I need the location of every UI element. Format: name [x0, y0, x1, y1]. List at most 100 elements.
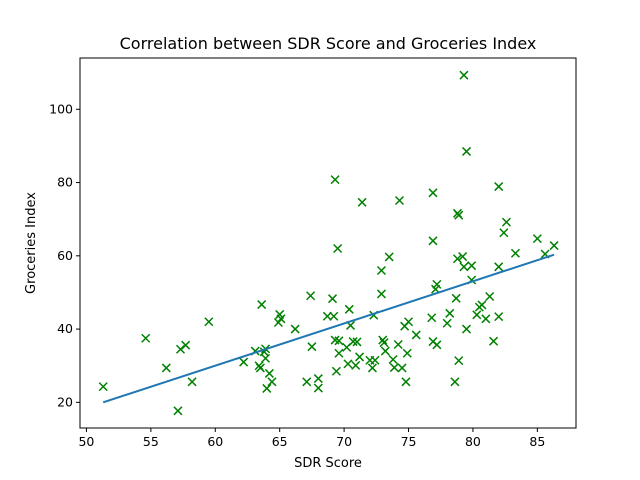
data-point [343, 359, 353, 369]
axis-ticks: 50 55 60 65 70 75 80 85 20 40 60 80 100 [49, 101, 545, 449]
data-point [351, 360, 361, 370]
data-point [175, 344, 186, 354]
data-point [181, 340, 191, 350]
data-point [334, 336, 344, 346]
data-point [432, 279, 442, 289]
data-point [428, 236, 438, 246]
data-point [411, 330, 421, 340]
data-point [393, 339, 403, 350]
data-point [532, 234, 542, 244]
data-point [333, 243, 343, 254]
x-tick-label: 75 [401, 434, 417, 449]
data-point [549, 241, 559, 251]
data-point [239, 357, 249, 367]
x-tick-label: 60 [207, 434, 223, 449]
data-point [173, 406, 183, 416]
data-point [187, 377, 197, 387]
data-point [442, 318, 452, 328]
data-point [384, 252, 394, 262]
data-point [331, 366, 341, 376]
data-point [394, 195, 405, 206]
data-point [388, 354, 398, 365]
data-point [402, 348, 412, 358]
data-point [348, 337, 358, 347]
data-point [454, 356, 464, 366]
data-point [330, 175, 340, 185]
data-point [262, 383, 272, 393]
data-point [489, 336, 499, 346]
data-point [313, 374, 323, 384]
data-point [302, 377, 312, 387]
y-tick-label: 40 [57, 321, 73, 336]
data-point [485, 291, 495, 302]
x-tick-label: 80 [465, 434, 481, 449]
data-point [370, 355, 380, 365]
data-point [378, 335, 388, 345]
data-point [397, 363, 407, 373]
data-point [352, 337, 362, 347]
x-tick-label: 70 [336, 434, 352, 449]
data-point [445, 308, 455, 318]
data-point [322, 311, 332, 321]
data-point [481, 314, 491, 324]
data-point [344, 304, 354, 314]
x-tick-label: 55 [143, 434, 159, 449]
x-axis-label: SDR Score [294, 456, 362, 471]
data-point [510, 248, 520, 258]
data-point [389, 363, 399, 373]
data-point [367, 363, 377, 373]
trendline [102, 253, 555, 404]
data-point [461, 146, 472, 156]
y-tick-label: 20 [57, 394, 73, 409]
data-point [313, 383, 323, 393]
data-point [499, 228, 509, 238]
data-point [458, 252, 468, 262]
data-point [204, 317, 214, 327]
data-point [454, 210, 464, 220]
data-point [334, 348, 344, 358]
data-point [467, 261, 477, 271]
data-point [403, 317, 414, 327]
data-point [376, 289, 386, 299]
data-point [290, 324, 300, 334]
data-point [255, 363, 265, 373]
data-point [355, 352, 365, 362]
y-tick-label: 100 [49, 101, 73, 116]
data-point [327, 294, 338, 304]
data-point [376, 265, 386, 276]
data-points [98, 70, 559, 416]
data-point [276, 314, 286, 324]
data-point [161, 363, 171, 373]
y-tick-label: 80 [57, 175, 73, 190]
data-point [501, 217, 511, 227]
data-point [494, 182, 504, 192]
trendline-layer [102, 253, 555, 404]
plot-area-frame [79, 57, 577, 429]
x-tick-label: 65 [272, 434, 288, 449]
x-tick-label: 85 [529, 434, 545, 449]
data-point [428, 188, 438, 198]
data-point [494, 312, 504, 322]
data-point [427, 313, 437, 323]
data-point [329, 311, 339, 321]
data-point [267, 377, 277, 387]
data-point [380, 346, 390, 356]
data-point [452, 254, 463, 264]
data-point [141, 333, 151, 343]
data-point [379, 338, 389, 348]
data-point [306, 291, 316, 301]
data-point [307, 342, 317, 352]
data-point [432, 340, 442, 350]
data-point [472, 310, 482, 320]
data-point [264, 368, 274, 378]
data-point [459, 70, 469, 80]
chart-title: Correlation between SDR Score and Grocer… [120, 34, 537, 53]
y-tick-label: 60 [57, 248, 73, 263]
data-point [450, 377, 460, 387]
y-axis-label: Groceries Index [24, 192, 39, 294]
data-point [98, 382, 108, 392]
x-tick-label: 50 [78, 434, 94, 449]
data-point [451, 293, 461, 303]
